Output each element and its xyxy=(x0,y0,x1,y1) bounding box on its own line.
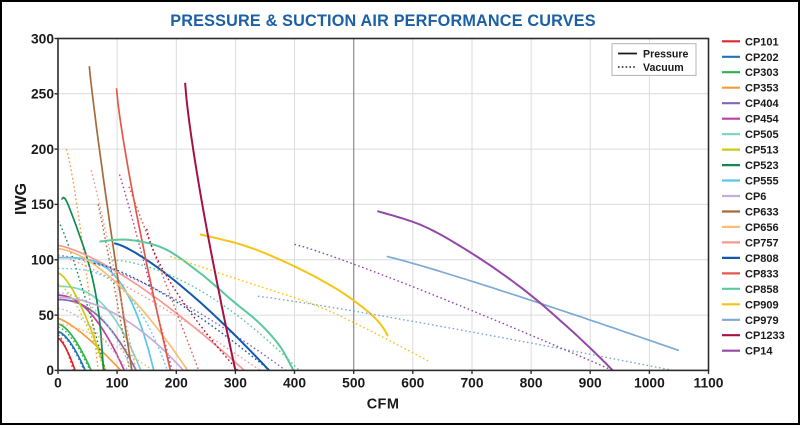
svg-text:CP6: CP6 xyxy=(745,191,766,203)
svg-text:0: 0 xyxy=(46,363,54,378)
svg-text:PRESSURE & SUCTION AIR PERFORM: PRESSURE & SUCTION AIR PERFORMANCE CURVE… xyxy=(170,12,596,30)
svg-text:300: 300 xyxy=(31,31,54,46)
svg-text:200: 200 xyxy=(31,142,54,157)
svg-text:500: 500 xyxy=(342,375,365,390)
svg-text:CP656: CP656 xyxy=(745,222,779,234)
svg-text:Pressure: Pressure xyxy=(643,49,688,61)
svg-text:100: 100 xyxy=(31,253,54,268)
svg-text:CP353: CP353 xyxy=(745,83,779,95)
svg-text:1100: 1100 xyxy=(694,375,724,390)
svg-text:CP505: CP505 xyxy=(745,129,779,141)
svg-text:CP1233: CP1233 xyxy=(745,330,785,342)
svg-text:CP808: CP808 xyxy=(745,253,779,265)
svg-text:Vacuum: Vacuum xyxy=(643,62,684,74)
svg-text:250: 250 xyxy=(31,87,54,102)
svg-text:0: 0 xyxy=(54,375,62,390)
svg-text:600: 600 xyxy=(401,375,424,390)
svg-text:CP757: CP757 xyxy=(745,237,779,249)
svg-text:CFM: CFM xyxy=(367,397,400,413)
svg-text:200: 200 xyxy=(165,375,188,390)
svg-text:CP858: CP858 xyxy=(745,284,779,296)
svg-text:400: 400 xyxy=(283,375,306,390)
svg-text:CP513: CP513 xyxy=(745,145,779,157)
svg-text:300: 300 xyxy=(224,375,247,390)
svg-text:CP633: CP633 xyxy=(745,207,779,219)
svg-text:CP555: CP555 xyxy=(745,176,779,188)
svg-text:CP523: CP523 xyxy=(745,160,779,172)
svg-text:900: 900 xyxy=(579,375,602,390)
svg-text:100: 100 xyxy=(106,375,129,390)
svg-text:50: 50 xyxy=(39,308,55,323)
svg-text:CP454: CP454 xyxy=(745,114,780,126)
svg-text:CP404: CP404 xyxy=(745,98,780,110)
svg-text:CP14: CP14 xyxy=(745,346,773,358)
svg-text:IWG: IWG xyxy=(13,183,30,215)
svg-text:CP909: CP909 xyxy=(745,299,779,311)
svg-text:1000: 1000 xyxy=(634,375,665,390)
svg-text:CP101: CP101 xyxy=(745,36,779,48)
svg-text:800: 800 xyxy=(520,375,543,390)
svg-text:CP979: CP979 xyxy=(745,315,779,327)
svg-text:150: 150 xyxy=(31,197,54,212)
svg-text:CP303: CP303 xyxy=(745,67,779,79)
svg-text:700: 700 xyxy=(460,375,483,390)
svg-text:CP202: CP202 xyxy=(745,52,779,64)
svg-text:CP833: CP833 xyxy=(745,268,779,280)
